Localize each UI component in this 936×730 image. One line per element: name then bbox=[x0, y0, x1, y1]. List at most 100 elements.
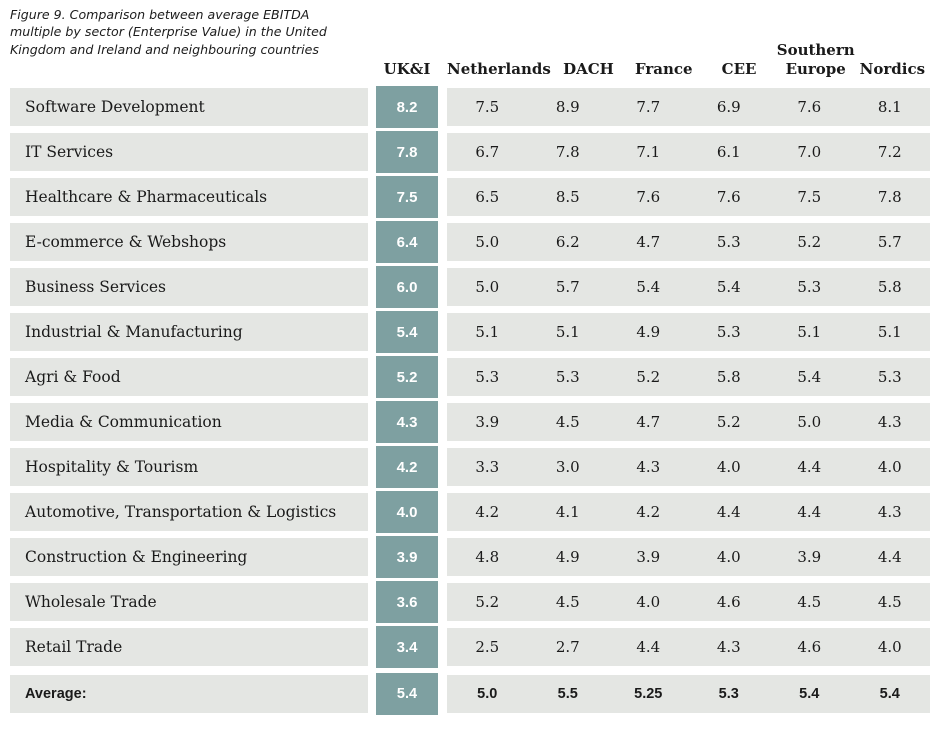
value-cell: 7.6 bbox=[797, 98, 822, 116]
value-cell: 5.4 bbox=[716, 278, 741, 296]
value-cell: 4.3 bbox=[877, 503, 902, 521]
value-cell: 5.5 bbox=[557, 686, 578, 702]
value-cell: 7.7 bbox=[636, 98, 661, 116]
table-row: Industrial & Manufacturing 5.4 5.1 5.1 4.9… bbox=[10, 311, 930, 353]
value-cell: 5.4 bbox=[636, 278, 661, 296]
value-cell: 4.5 bbox=[555, 413, 580, 431]
value-cell: 6.7 bbox=[475, 143, 500, 161]
column-header: CEE bbox=[721, 59, 757, 78]
sector-label: Healthcare & Pharmaceuticals bbox=[10, 178, 368, 216]
value-cell: 4.4 bbox=[797, 458, 822, 476]
value-cell: 4.4 bbox=[877, 548, 902, 566]
value-cell: 5.4 bbox=[799, 686, 820, 702]
row-values-band: 5.0 5.7 5.4 5.4 5.3 5.8 bbox=[447, 268, 930, 306]
value-cell: 4.5 bbox=[555, 593, 580, 611]
value-cell: 4.9 bbox=[636, 323, 661, 341]
value-cell: 4.4 bbox=[716, 503, 741, 521]
row-values-band: 2.5 2.7 4.4 4.3 4.6 4.0 bbox=[447, 628, 930, 666]
sector-label: Industrial & Manufacturing bbox=[10, 313, 368, 351]
table-row: Wholesale Trade 3.6 5.2 4.5 4.0 4.6 4.5 4.5 bbox=[10, 581, 930, 623]
value-cell: 5.1 bbox=[475, 323, 500, 341]
row-values-band: 4.8 4.9 3.9 4.0 3.9 4.4 bbox=[447, 538, 930, 576]
column-header: France bbox=[634, 59, 693, 78]
table-row: Agri & Food 5.2 5.3 5.3 5.2 5.8 5.4 5.3 bbox=[10, 356, 930, 398]
value-cell: 6.1 bbox=[716, 143, 741, 161]
value-cell: 5.3 bbox=[797, 278, 822, 296]
uki-highlight-cell: 4.2 bbox=[376, 446, 438, 488]
row-values-band: 5.3 5.3 5.2 5.8 5.4 5.3 bbox=[447, 358, 930, 396]
value-cell: 5.3 bbox=[555, 368, 580, 386]
row-values-band: 5.0 6.2 4.7 5.3 5.2 5.7 bbox=[447, 223, 930, 261]
value-cell: 4.8 bbox=[475, 548, 500, 566]
table-row: IT Services 7.8 6.7 7.8 7.1 6.1 7.0 7.2 bbox=[10, 131, 930, 173]
value-cell: 6.5 bbox=[475, 188, 500, 206]
value-cell: 4.1 bbox=[555, 503, 580, 521]
sector-label: Software Development bbox=[10, 88, 368, 126]
value-cell: 4.7 bbox=[636, 233, 661, 251]
value-cell: 2.5 bbox=[475, 638, 500, 656]
table-row: Retail Trade 3.4 2.5 2.7 4.4 4.3 4.6 4.0 bbox=[10, 626, 930, 668]
value-cell: 8.9 bbox=[555, 98, 580, 116]
column-header: Netherlands bbox=[447, 59, 551, 78]
table-row: Construction & Engineering 3.9 4.8 4.9 3.9… bbox=[10, 536, 930, 578]
sector-label: E-commerce & Webshops bbox=[10, 223, 368, 261]
uki-highlight-cell: 6.0 bbox=[376, 266, 438, 308]
table-row: Business Services 6.0 5.0 5.7 5.4 5.4 5.3 5.8 bbox=[10, 266, 930, 308]
sector-label: Automotive, Transportation & Logistics bbox=[10, 493, 368, 531]
uki-highlight-cell: 3.4 bbox=[376, 626, 438, 668]
value-column-headers: Netherlands DACH France CEE Southern Europe N… bbox=[447, 41, 930, 84]
value-cell: 7.6 bbox=[716, 188, 741, 206]
value-cell: 5.2 bbox=[475, 593, 500, 611]
column-header: Nordics bbox=[859, 59, 926, 78]
value-cell: 5.1 bbox=[877, 323, 902, 341]
uki-highlight-cell: 5.2 bbox=[376, 356, 438, 398]
value-cell: 8.1 bbox=[877, 98, 902, 116]
column-header-row: UK&I Netherlands DACH France CEE Southern Eu… bbox=[10, 34, 930, 84]
table-row: Healthcare & Pharmaceuticals 7.5 6.5 8.5 7… bbox=[10, 176, 930, 218]
value-cell: 4.5 bbox=[877, 593, 902, 611]
row-values-band: 3.3 3.0 4.3 4.0 4.4 4.0 bbox=[447, 448, 930, 486]
value-cell: 5.3 bbox=[718, 686, 739, 702]
column-header: Southern Europe bbox=[776, 41, 855, 78]
uki-highlight-cell: 7.8 bbox=[376, 131, 438, 173]
value-cell: 4.0 bbox=[877, 638, 902, 656]
value-cell: 4.3 bbox=[716, 638, 741, 656]
value-cell: 4.0 bbox=[716, 458, 741, 476]
value-cell: 5.4 bbox=[797, 368, 822, 386]
value-cell: 7.5 bbox=[797, 188, 822, 206]
value-cell: 8.5 bbox=[555, 188, 580, 206]
uki-highlight-cell: 8.2 bbox=[376, 86, 438, 128]
average-row: Average: 5.4 5.0 5.5 5.25 5.3 5.4 5.4 bbox=[10, 673, 930, 715]
sector-label: Media & Communication bbox=[10, 403, 368, 441]
value-cell: 7.1 bbox=[636, 143, 661, 161]
table-row: Software Development 8.2 7.5 8.9 7.7 6.9 7.6… bbox=[10, 86, 930, 128]
value-cell: 7.0 bbox=[797, 143, 822, 161]
uki-highlight-cell: 5.4 bbox=[376, 673, 438, 715]
row-values-band: 5.2 4.5 4.0 4.6 4.5 4.5 bbox=[447, 583, 930, 621]
value-cell: 5.2 bbox=[797, 233, 822, 251]
table-row: Hospitality & Tourism 4.2 3.3 3.0 4.3 4.0 4.… bbox=[10, 446, 930, 488]
sector-label: Wholesale Trade bbox=[10, 583, 368, 621]
sector-label: Agri & Food bbox=[10, 358, 368, 396]
value-cell: 2.7 bbox=[555, 638, 580, 656]
sector-label: Retail Trade bbox=[10, 628, 368, 666]
value-cell: 7.5 bbox=[475, 98, 500, 116]
uki-highlight-cell: 3.9 bbox=[376, 536, 438, 578]
average-label: Average: bbox=[10, 675, 368, 713]
sector-label: Construction & Engineering bbox=[10, 538, 368, 576]
value-cell: 5.2 bbox=[716, 413, 741, 431]
value-cell: 3.3 bbox=[475, 458, 500, 476]
value-cell: 5.0 bbox=[475, 278, 500, 296]
value-cell: 5.3 bbox=[716, 323, 741, 341]
value-cell: 4.4 bbox=[636, 638, 661, 656]
value-cell: 6.9 bbox=[716, 98, 741, 116]
value-cell: 4.4 bbox=[797, 503, 822, 521]
uki-highlight-cell: 7.5 bbox=[376, 176, 438, 218]
value-cell: 5.25 bbox=[634, 686, 663, 702]
uki-highlight-cell: 3.6 bbox=[376, 581, 438, 623]
figure-caption: Figure 9. Comparison between average EBI… bbox=[10, 7, 327, 57]
row-values-band: 4.2 4.1 4.2 4.4 4.4 4.3 bbox=[447, 493, 930, 531]
value-cell: 3.9 bbox=[475, 413, 500, 431]
value-cell: 3.0 bbox=[555, 458, 580, 476]
value-cell: 5.2 bbox=[636, 368, 661, 386]
